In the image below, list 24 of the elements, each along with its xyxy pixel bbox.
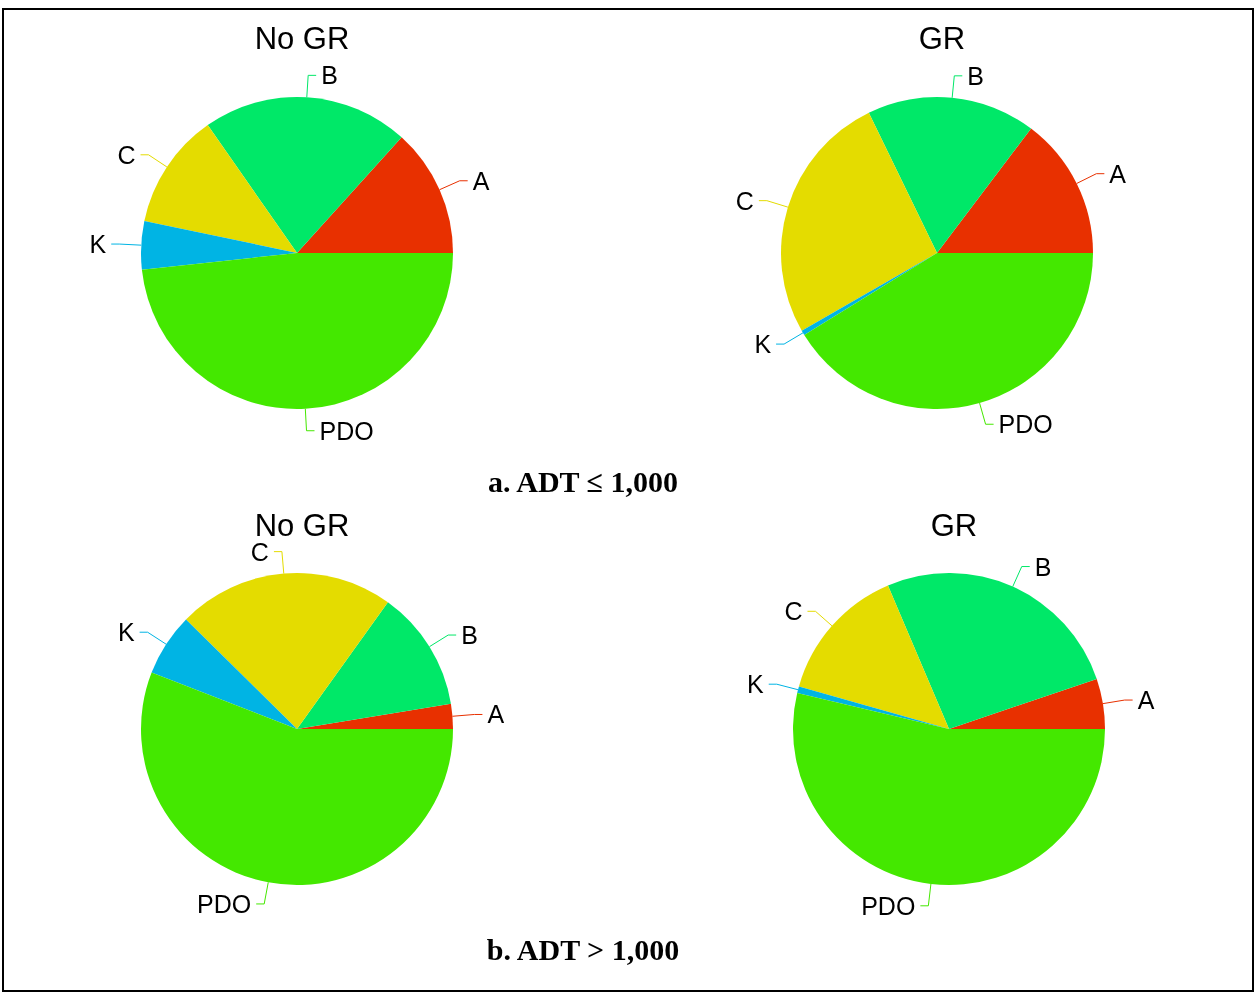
slice-label: PDO: [319, 416, 374, 445]
slice-label: PDO: [197, 889, 252, 918]
slice-label: K: [89, 230, 107, 259]
slice-label: PDO: [861, 891, 916, 920]
slice-label: A: [472, 166, 490, 195]
chart-title: GR: [918, 21, 966, 56]
slice-label: C: [735, 186, 754, 215]
slice-label: K: [754, 330, 772, 359]
text: a. ADT ≤ 1,000: [486, 465, 680, 499]
slice-label: B: [321, 61, 338, 90]
slice-label: K: [117, 618, 135, 647]
slice-label: A: [1137, 686, 1155, 715]
chart-title: No GR: [254, 21, 350, 56]
slice-label: C: [117, 140, 136, 169]
slice-label: B: [461, 621, 478, 650]
slice-label: K: [747, 670, 765, 699]
slice-label: C: [784, 597, 803, 626]
slice-label: B: [1034, 552, 1052, 581]
chart-title: GR: [930, 508, 978, 543]
slice-label: A: [1109, 159, 1127, 188]
slice-label: A: [487, 700, 505, 729]
text: b. ADT > 1,000: [485, 933, 681, 967]
slice-label: PDO: [998, 410, 1053, 439]
slice-label: B: [967, 61, 984, 90]
